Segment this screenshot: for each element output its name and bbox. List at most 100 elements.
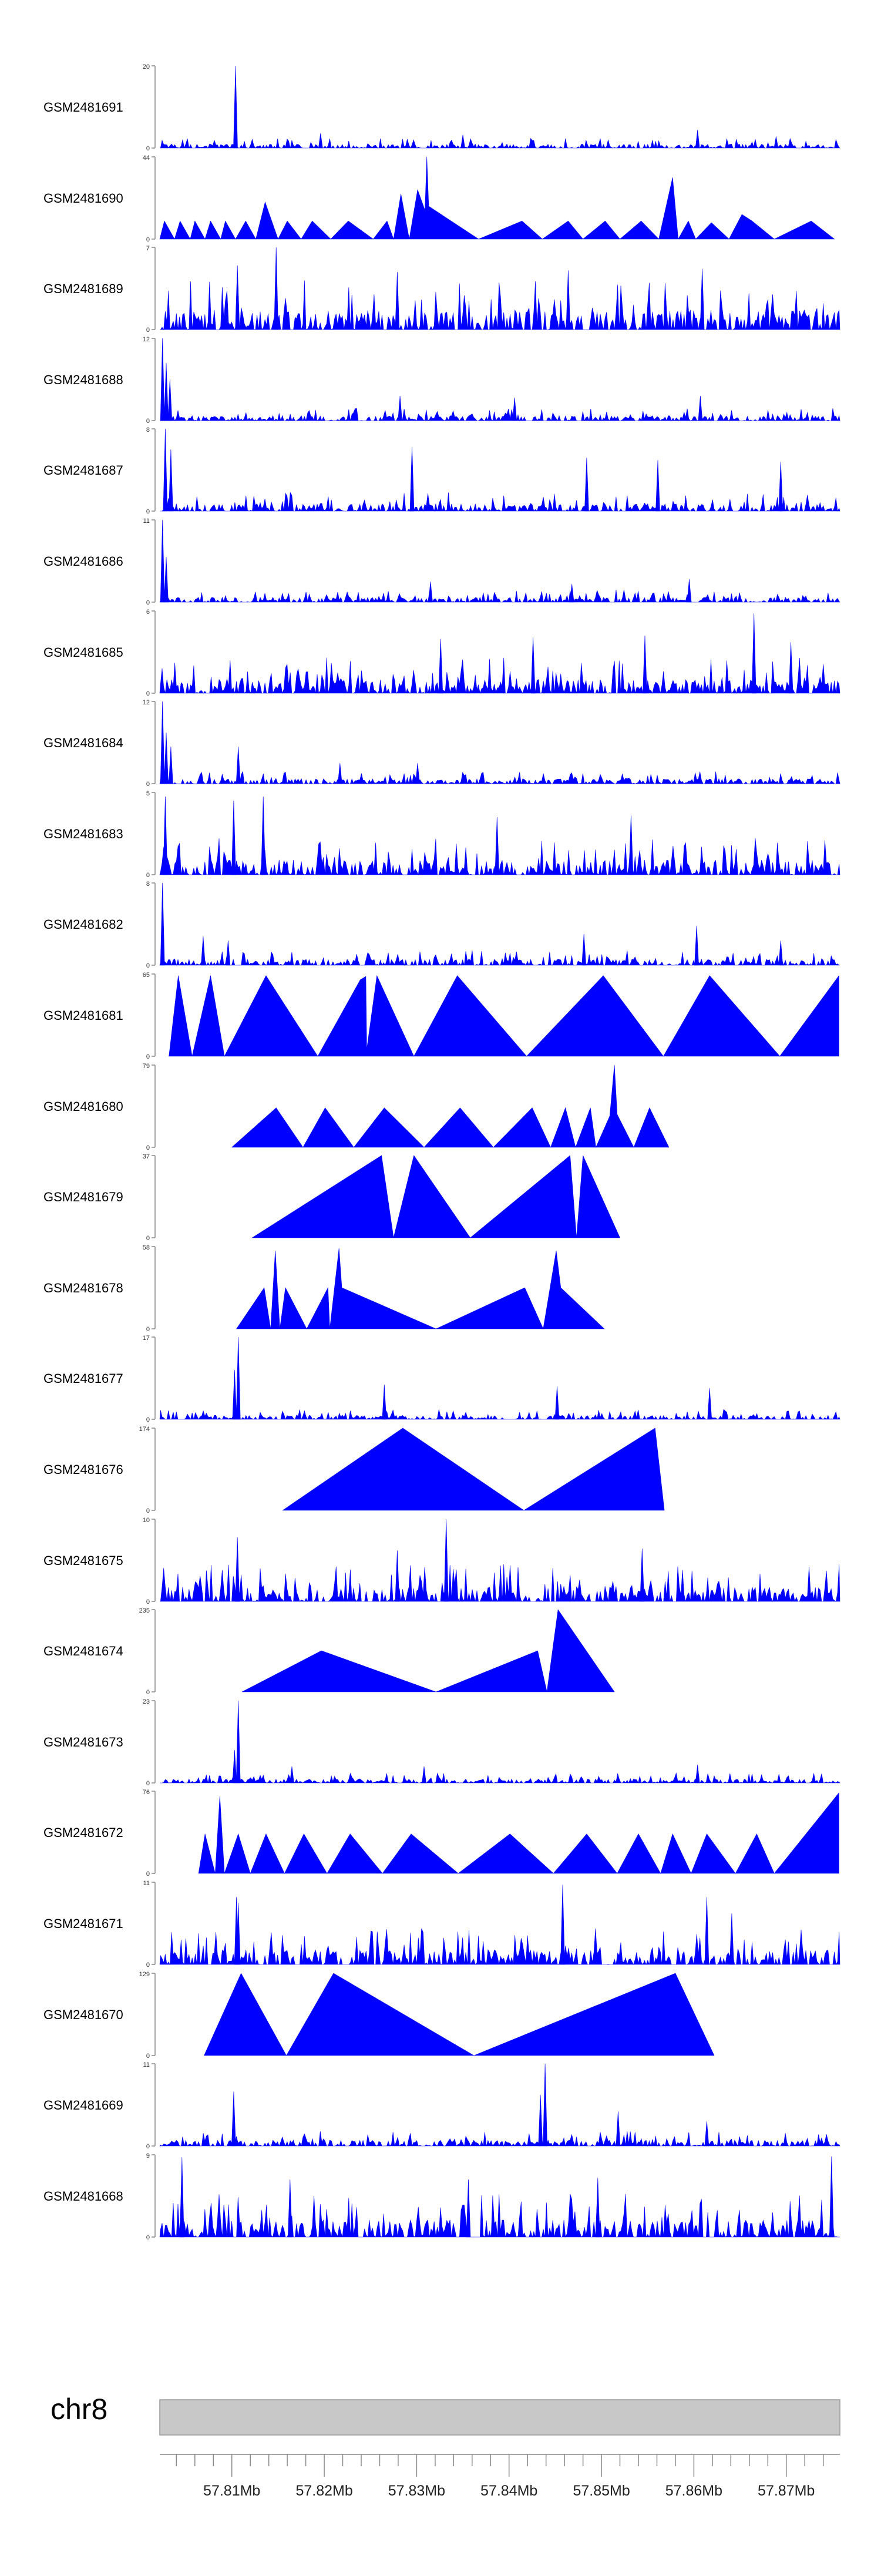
track-label: GSM2481691 — [43, 100, 123, 115]
y-max-label: 20 — [143, 63, 150, 70]
coverage-peak — [422, 1766, 426, 1784]
y-min-label: 0 — [146, 1326, 150, 1333]
y-min-label: 0 — [146, 2234, 150, 2241]
y-max-label: 12 — [143, 699, 150, 706]
coverage-peak — [695, 130, 700, 149]
track-GSM2481688: GSM2481688 12 0 — [43, 336, 840, 425]
y-min-label: 0 — [146, 508, 150, 515]
y-max-label: 11 — [143, 2061, 150, 2068]
coverage-peak — [231, 2091, 236, 2147]
y-max-label: 79 — [143, 1063, 150, 1070]
track-label: GSM2481690 — [43, 191, 123, 206]
coverage-peak — [415, 763, 420, 784]
coverage-peak — [530, 637, 536, 694]
y-max-label: 58 — [143, 1244, 150, 1251]
y-max-label: 5 — [146, 790, 150, 797]
coverage-peak — [160, 519, 165, 603]
track-GSM2481669: GSM2481669 11 0 — [43, 2061, 840, 2150]
coverage-peak — [694, 925, 699, 966]
y-max-label: 6 — [146, 609, 150, 616]
coverage-peak — [164, 733, 169, 784]
y-max-label: 37 — [143, 1153, 150, 1160]
coverage-peak — [235, 1550, 240, 1602]
coverage-area — [160, 1564, 840, 1603]
coverage-peak — [460, 135, 465, 149]
track-GSM2481685: GSM2481685 6 0 — [43, 609, 840, 697]
x-tick-label: 57.82Mb — [295, 2483, 352, 2499]
track-GSM2481689: GSM2481689 7 0 — [43, 245, 840, 334]
coverage-peak — [584, 457, 589, 512]
genome-axis: chr8 57.81Mb 57.82Mb 57.83Mb 57.84Mb 57.85Mb… — [51, 2393, 840, 2499]
coverage-peak — [232, 1749, 237, 1784]
track-label: GSM2481683 — [43, 827, 123, 841]
y-max-label: 76 — [143, 1789, 150, 1796]
coverage-area — [159, 1409, 840, 1420]
y-max-label: 23 — [143, 1698, 150, 1705]
coverage-peak — [640, 1549, 645, 1602]
chromosome-label: chr8 — [51, 2393, 107, 2426]
coverage-peak — [167, 379, 173, 421]
track-label: GSM2481671 — [43, 1916, 123, 1931]
coverage-area — [159, 950, 840, 966]
track-GSM2481682: GSM2481682 8 0 — [43, 881, 840, 969]
coverage-area — [159, 2131, 840, 2147]
track-label: GSM2481687 — [43, 463, 123, 478]
track-GSM2481678: GSM2481678 58 0 — [43, 1244, 605, 1333]
y-max-label: 11 — [143, 518, 150, 525]
coverage-peak — [398, 395, 402, 421]
coverage-peak — [274, 247, 279, 330]
coverage-peak — [443, 1519, 449, 1602]
coverage-peak — [543, 2063, 547, 2147]
coverage-peak — [566, 270, 571, 330]
coverage-peak — [169, 746, 173, 784]
coverage-peak — [655, 460, 660, 512]
y-max-label: 17 — [143, 1335, 150, 1342]
tracks-group: GSM2481691200GSM2481690440GSM248168970GS… — [43, 63, 840, 2241]
coverage-area — [159, 589, 840, 603]
y-min-label: 0 — [146, 690, 150, 697]
coverage-peak — [236, 1902, 241, 1965]
coverage-peak — [160, 701, 165, 784]
track-label: GSM2481674 — [43, 1644, 123, 1658]
track-GSM2481675: GSM2481675 10 0 — [43, 1517, 840, 1606]
y-min-label: 0 — [146, 1689, 150, 1696]
track-GSM2481687: GSM2481687 8 0 — [43, 426, 840, 515]
coverage-peak — [695, 1765, 700, 1784]
y-max-label: 9 — [146, 2152, 150, 2159]
y-min-label: 0 — [146, 418, 150, 425]
coverage-peak — [382, 1385, 387, 1420]
coverage-peak — [581, 933, 587, 966]
track-label: GSM2481680 — [43, 1099, 123, 1114]
y-max-label: 11 — [143, 1880, 150, 1887]
coverage-peak — [261, 796, 266, 875]
coverage-peak — [231, 800, 236, 875]
track-label: GSM2481677 — [43, 1371, 123, 1386]
track-GSM2481673: GSM2481673 23 0 — [43, 1698, 840, 1787]
y-min-label: 0 — [146, 962, 150, 969]
y-max-label: 8 — [146, 426, 150, 434]
coverage-peak — [164, 362, 169, 421]
coverage-peak — [788, 642, 793, 694]
coverage-peak — [729, 1913, 734, 1965]
x-tick-label: 57.84Mb — [480, 2483, 537, 2499]
coverage-peak — [233, 65, 238, 149]
coverage-area — [160, 137, 840, 149]
coverage-peak — [179, 2157, 184, 2238]
coverage-peak — [160, 882, 165, 966]
track-GSM2481690: GSM2481690 44 0 — [43, 155, 835, 243]
track-GSM2481684: GSM2481684 12 0 — [43, 699, 840, 788]
y-min-label: 0 — [146, 781, 150, 788]
y-max-label: 10 — [143, 1517, 150, 1524]
coverage-area — [160, 1772, 840, 1784]
coverage-peak — [395, 271, 400, 330]
x-tick-label: 57.81Mb — [203, 2483, 260, 2499]
coverage-area — [169, 975, 839, 1057]
y-min-label: 0 — [146, 1598, 150, 1606]
coverage-area — [160, 492, 840, 512]
y-min-label: 0 — [146, 1962, 150, 1969]
coverage-area — [236, 1248, 605, 1330]
x-tick-label: 57.86Mb — [665, 2483, 722, 2499]
x-tick-label: 57.85Mb — [573, 2483, 630, 2499]
coverage-peak — [778, 940, 784, 966]
